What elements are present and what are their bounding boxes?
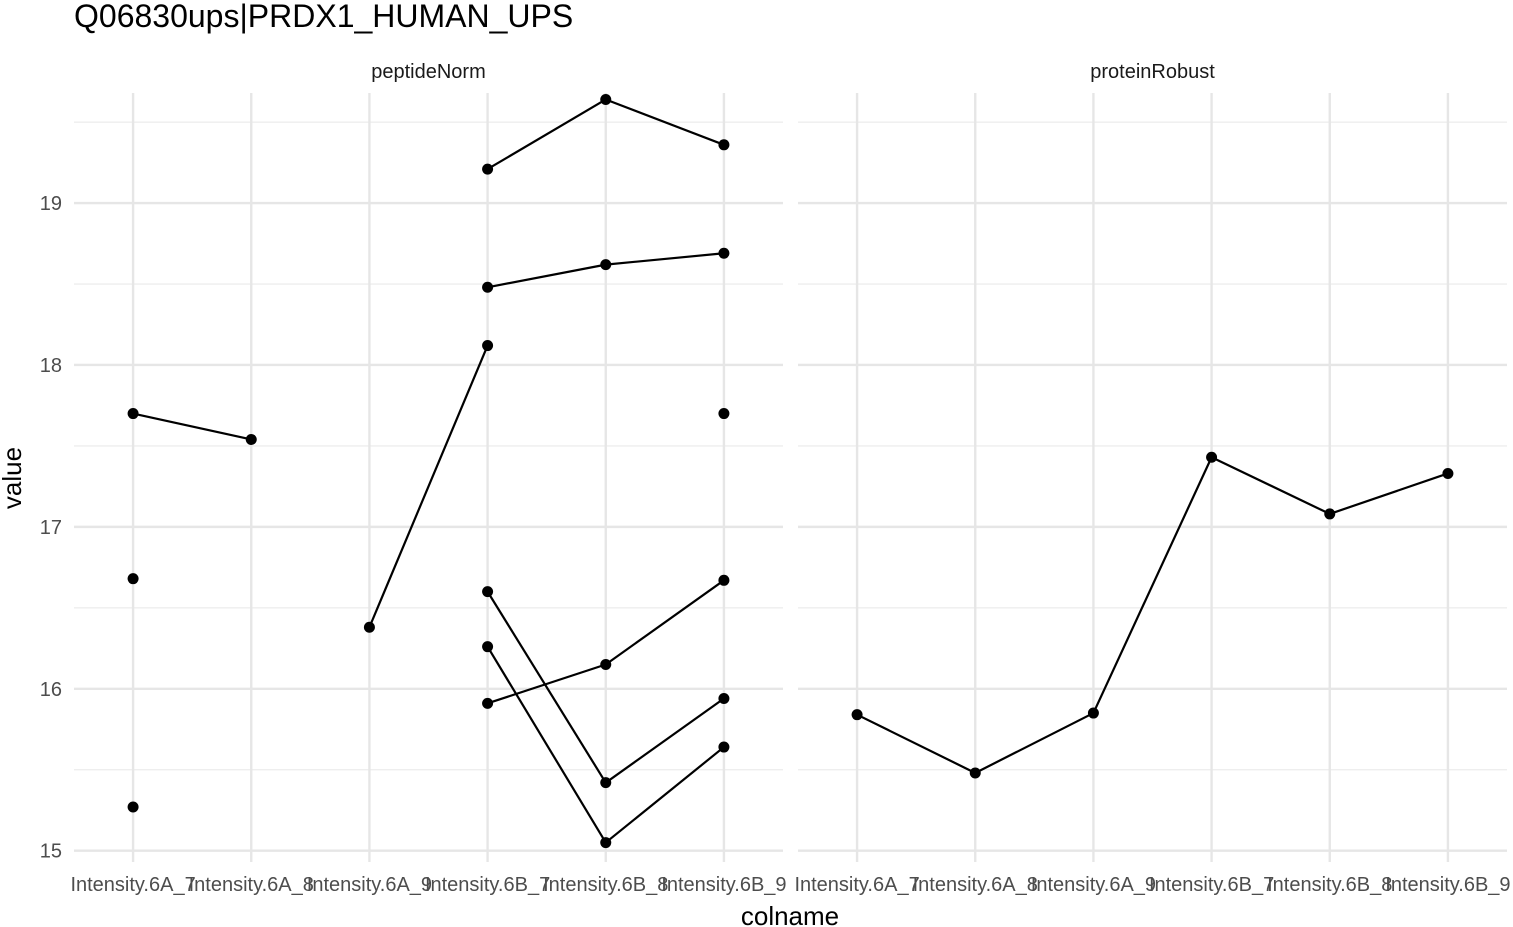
chart-title: Q06830ups|PRDX1_HUMAN_UPS [74, 0, 573, 34]
data-point [1324, 508, 1336, 520]
series-peptideNorm-7 [482, 641, 730, 849]
data-point [482, 697, 494, 709]
series-line-segment [132, 412, 252, 441]
series-line-segment [605, 252, 725, 266]
data-point [482, 641, 494, 653]
x-tick-label: Intensity.6A_9 [1031, 874, 1156, 896]
y-tick-label: 16 [40, 679, 62, 701]
series-line-segment [605, 98, 725, 146]
series-proteinRobust-0 [851, 451, 1454, 779]
x-tick-label: Intensity.6B_9 [661, 874, 786, 896]
x-tick-label: Intensity.6A_9 [307, 874, 432, 896]
series-line-segment [487, 663, 607, 705]
series-line-segment [1329, 472, 1449, 515]
series-line-segment [368, 345, 489, 628]
data-point [718, 692, 730, 704]
data-point [1442, 467, 1454, 479]
y-axis-title: value [0, 447, 27, 509]
series-line-segment [486, 591, 607, 784]
data-point [718, 574, 730, 586]
series-line-segment [487, 98, 607, 171]
data-point [600, 93, 612, 105]
series-peptideNorm-2 [127, 801, 139, 813]
x-tick-label: Intensity.6B_8 [1267, 874, 1392, 896]
x-tick-label: Intensity.6A_8 [189, 874, 314, 896]
x-tick-label: Intensity.6B_7 [425, 874, 550, 896]
data-point [363, 621, 375, 633]
panels: peptideNormIntensity.6A_7Intensity.6A_8I… [40, 61, 1511, 896]
data-point [482, 163, 494, 175]
data-point [600, 259, 612, 271]
series-line-segment [856, 713, 976, 774]
data-point [127, 801, 139, 813]
panel-strip-label: proteinRobust [1090, 61, 1215, 83]
series-peptideNorm-4 [482, 93, 730, 175]
series-peptideNorm-5 [482, 247, 730, 293]
x-tick-label: Intensity.6B_9 [1385, 874, 1510, 896]
data-point [482, 340, 494, 352]
data-point [600, 777, 612, 789]
data-point [245, 433, 257, 445]
series-peptideNorm-0 [127, 408, 257, 445]
series-peptideNorm-8 [482, 574, 730, 709]
data-point [851, 709, 863, 721]
panel-peptideNorm: peptideNormIntensity.6A_7Intensity.6A_8I… [40, 61, 787, 896]
y-tick-label: 17 [40, 517, 62, 539]
x-tick-label: Intensity.6A_7 [794, 874, 919, 896]
x-tick-label: Intensity.6A_7 [70, 874, 195, 896]
y-tick-label: 18 [40, 355, 62, 377]
series-line-segment [487, 263, 606, 289]
x-tick-label: Intensity.6B_7 [1149, 874, 1274, 896]
y-tick-label: 19 [40, 193, 62, 215]
data-point [718, 408, 730, 420]
series-line-segment [1211, 456, 1331, 515]
x-tick-label: Intensity.6B_8 [543, 874, 668, 896]
data-point [482, 281, 494, 293]
series-line-segment [605, 697, 725, 784]
series-line-segment [974, 712, 1094, 774]
panel-proteinRobust: proteinRobustIntensity.6A_7Intensity.6A_… [794, 61, 1510, 896]
series-peptideNorm-9 [718, 408, 730, 420]
data-point [1206, 451, 1218, 463]
data-point [127, 408, 139, 420]
series-line-segment [1092, 456, 1213, 714]
series-peptideNorm-1 [127, 573, 139, 585]
series-peptideNorm-3 [363, 340, 494, 633]
data-point [600, 658, 612, 670]
y-tick-label: 15 [40, 841, 62, 863]
data-point [718, 741, 730, 753]
data-point [969, 767, 981, 779]
x-tick-label: Intensity.6A_8 [913, 874, 1038, 896]
data-point [127, 573, 139, 585]
panel-strip-label: peptideNorm [371, 61, 486, 83]
series-line-segment [605, 579, 725, 666]
series-line-segment [605, 746, 725, 844]
data-point [600, 837, 612, 849]
data-point [482, 586, 494, 598]
series-peptideNorm-6 [482, 586, 730, 789]
data-point [718, 139, 730, 151]
data-point [1087, 707, 1099, 719]
x-axis-title: colname [741, 901, 839, 927]
series-line-segment [486, 646, 607, 844]
data-point [718, 247, 730, 259]
